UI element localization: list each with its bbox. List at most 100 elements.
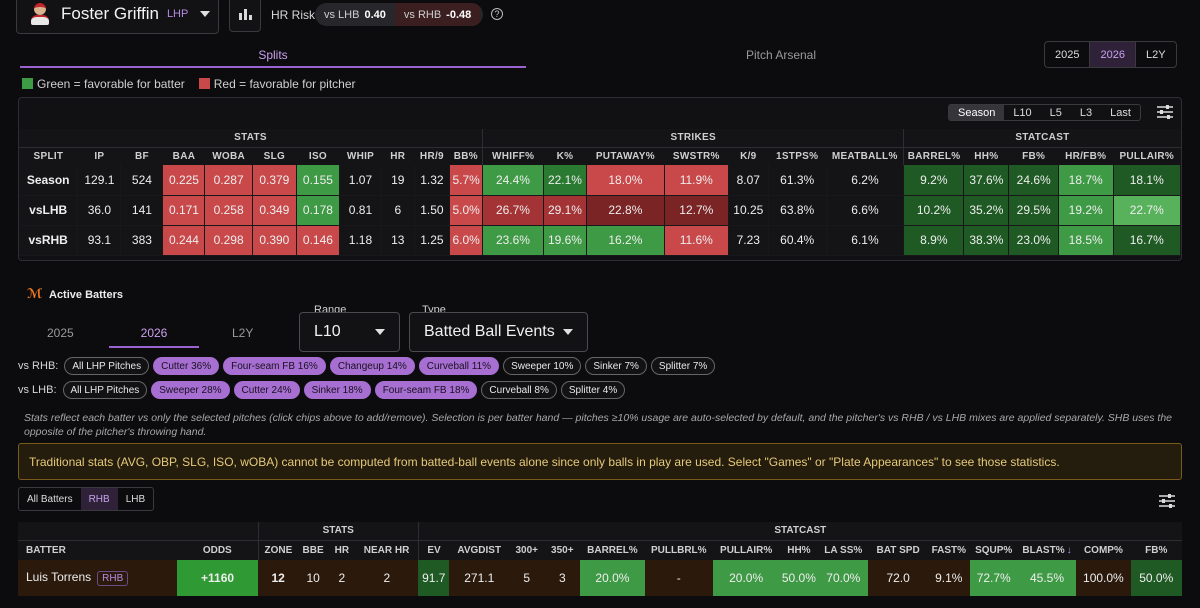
- range-value: L10: [314, 323, 341, 340]
- column-header-pullbrl[interactable]: PULLBRL%: [644, 540, 713, 560]
- column-header-woba[interactable]: WOBA: [204, 147, 253, 165]
- table-row[interactable]: Luis Torrens RHB +1160 12 10 2 2 91.7 271.1 5 3 20.…: [18, 560, 1182, 596]
- stat-cell: 0.178: [296, 195, 340, 226]
- column-header-batter[interactable]: BATTER: [18, 540, 177, 560]
- column-header-1stps[interactable]: 1STPS%: [768, 147, 827, 165]
- pitch-chip-cutter-36[interactable]: Cutter 36%: [153, 357, 220, 375]
- column-header-blast[interactable]: BLAST% ↓: [1017, 540, 1077, 560]
- column-header-near-hr[interactable]: NEAR HR: [355, 540, 419, 560]
- column-header-zone[interactable]: ZONE: [257, 540, 298, 560]
- period-option-l10[interactable]: L10: [1013, 106, 1032, 119]
- column-header-bat-spd[interactable]: BAT SPD: [868, 540, 928, 560]
- column-header-hr[interactable]: HR: [381, 147, 415, 165]
- stat-cell: 18.7%: [1058, 165, 1114, 196]
- period-toggle: Season L10 L5 L3 Last: [948, 104, 1141, 121]
- column-header-barrel[interactable]: BARREL%: [580, 540, 645, 560]
- pitch-chip-four-seam-fb-16[interactable]: Four-seam FB 16%: [223, 357, 326, 375]
- column-header-split[interactable]: SPLIT: [19, 147, 78, 165]
- column-header-hh[interactable]: HH%: [779, 540, 819, 560]
- pitch-chip-sweeper-28[interactable]: Sweeper 28%: [151, 381, 230, 399]
- column-header-bf[interactable]: BF: [120, 147, 163, 165]
- help-icon[interactable]: ?: [491, 8, 503, 20]
- column-header-fb[interactable]: FB%: [1008, 147, 1059, 165]
- column-header-ip[interactable]: IP: [77, 147, 121, 165]
- stat-cell: 60.4%: [768, 225, 827, 256]
- pitch-chip-sinker-18[interactable]: Sinker 18%: [303, 381, 371, 399]
- pitch-chip-sweeper-10[interactable]: Sweeper 10%: [503, 357, 582, 375]
- range-select[interactable]: L10: [299, 312, 400, 352]
- bar-chart-button[interactable]: [229, 0, 261, 32]
- column-header-putaway[interactable]: PUTAWAY%: [586, 147, 665, 165]
- column-header-odds[interactable]: ODDS: [176, 540, 259, 560]
- period-option-l5[interactable]: L5: [1049, 106, 1062, 119]
- year-tab-2025[interactable]: 2025: [47, 326, 74, 340]
- column-header-fast[interactable]: FAST%: [927, 540, 970, 560]
- column-header-ev[interactable]: EV: [417, 540, 450, 560]
- stat-cell: 70.0%: [818, 560, 869, 596]
- column-header-avgdist[interactable]: AVGDIST: [449, 540, 510, 560]
- column-header-bb[interactable]: BB%: [449, 147, 483, 165]
- pitch-chip-curveball-11[interactable]: Curveball 11%: [418, 357, 500, 375]
- pitch-chip-splitter-4[interactable]: Splitter 4%: [560, 381, 626, 399]
- column-header-iso[interactable]: ISO: [296, 147, 340, 165]
- hand-filter-rhb[interactable]: RHB: [80, 488, 118, 510]
- stat-cell: 2: [355, 560, 419, 596]
- column-header-hr-fb[interactable]: HR/FB%: [1058, 147, 1114, 165]
- batter-name[interactable]: Luis Torrens: [26, 570, 92, 584]
- pitch-chip-curveball-8[interactable]: Curveball 8%: [481, 381, 557, 399]
- stat-cell: 9.1%: [927, 560, 970, 596]
- year-tab-2026[interactable]: 2026: [109, 326, 199, 348]
- column-header-pullair[interactable]: PULLAIR%: [1113, 147, 1181, 165]
- batter-name-cell[interactable]: Luis Torrens RHB: [18, 560, 177, 596]
- column-header-hr[interactable]: HR: [328, 540, 356, 560]
- period-option-l3[interactable]: L3: [1079, 106, 1093, 119]
- year-option-2025[interactable]: 2025: [1045, 42, 1091, 67]
- period-option-last[interactable]: Last: [1110, 106, 1131, 119]
- column-header-meatball[interactable]: MEATBALL%: [826, 147, 904, 165]
- column-header-hr-9[interactable]: HR/9: [414, 147, 450, 165]
- pitch-chip-cutter-24[interactable]: Cutter 24%: [233, 381, 300, 399]
- type-select[interactable]: Batted Ball Events: [409, 312, 588, 352]
- year-tab-l2y[interactable]: L2Y: [232, 326, 254, 340]
- column-header-squp[interactable]: SQUP%: [969, 540, 1018, 560]
- chevron-down-icon: [200, 11, 211, 17]
- stat-cell: 93.1: [77, 225, 122, 256]
- pitch-chip-all-lhp-pitches[interactable]: All LHP Pitches: [62, 381, 148, 399]
- stat-cell: 24.4%: [481, 165, 544, 196]
- player-selector[interactable]: Foster Griffin LHP: [16, 0, 219, 34]
- column-header-comp[interactable]: COMP%: [1076, 540, 1131, 560]
- column-header-bbe[interactable]: BBE: [297, 540, 329, 560]
- year-option-l2y[interactable]: L2Y: [1145, 48, 1166, 61]
- column-header-k[interactable]: K%: [543, 147, 587, 165]
- column-header-la-ss[interactable]: LA SS%: [818, 540, 869, 560]
- sliders-icon[interactable]: [1157, 105, 1173, 119]
- hand-filter-all-batters[interactable]: All Batters: [27, 493, 73, 505]
- period-option-season[interactable]: Season: [949, 105, 1005, 120]
- column-header-whip[interactable]: WHIP: [339, 147, 382, 165]
- tab-pitch-arsenal[interactable]: Pitch Arsenal: [745, 48, 817, 62]
- column-header-slg[interactable]: SLG: [252, 147, 297, 165]
- sliders-icon[interactable]: [1159, 494, 1175, 508]
- tab-splits[interactable]: Splits: [20, 48, 526, 68]
- pitch-chip-four-seam-fb-18[interactable]: Four-seam FB 18%: [374, 381, 478, 399]
- column-header-fb[interactable]: FB%: [1130, 540, 1182, 560]
- hand-filter-lhb[interactable]: LHB: [125, 493, 146, 505]
- column-header-300[interactable]: 300+: [509, 540, 545, 560]
- column-header-whiff[interactable]: WHIFF%: [481, 147, 544, 165]
- year-option-2026[interactable]: 2026: [1090, 42, 1136, 67]
- pitch-chip-changeup-14[interactable]: Changeup 14%: [329, 357, 415, 375]
- column-header-barrel[interactable]: BARREL%: [903, 147, 964, 165]
- stat-cell: 45.5%: [1017, 560, 1077, 596]
- column-header-350[interactable]: 350+: [544, 540, 581, 560]
- pitch-chip-sinker-7[interactable]: Sinker 7%: [585, 357, 647, 375]
- column-header-baa[interactable]: BAA: [162, 147, 205, 165]
- column-header-swstr[interactable]: SWSTR%: [664, 147, 729, 165]
- player-avatar-icon: [31, 3, 49, 25]
- stat-cell: 1.32: [414, 165, 451, 196]
- vs-rhb-label: vs RHB:: [18, 360, 59, 372]
- pitch-chip-splitter-7[interactable]: Splitter 7%: [650, 357, 716, 375]
- column-header-pullair[interactable]: PULLAIR%: [712, 540, 780, 560]
- pitch-chip-all-lhp-pitches[interactable]: All LHP Pitches: [64, 357, 150, 375]
- column-header-hh[interactable]: HH%: [963, 147, 1009, 165]
- column-header-k-9[interactable]: K/9: [728, 147, 769, 165]
